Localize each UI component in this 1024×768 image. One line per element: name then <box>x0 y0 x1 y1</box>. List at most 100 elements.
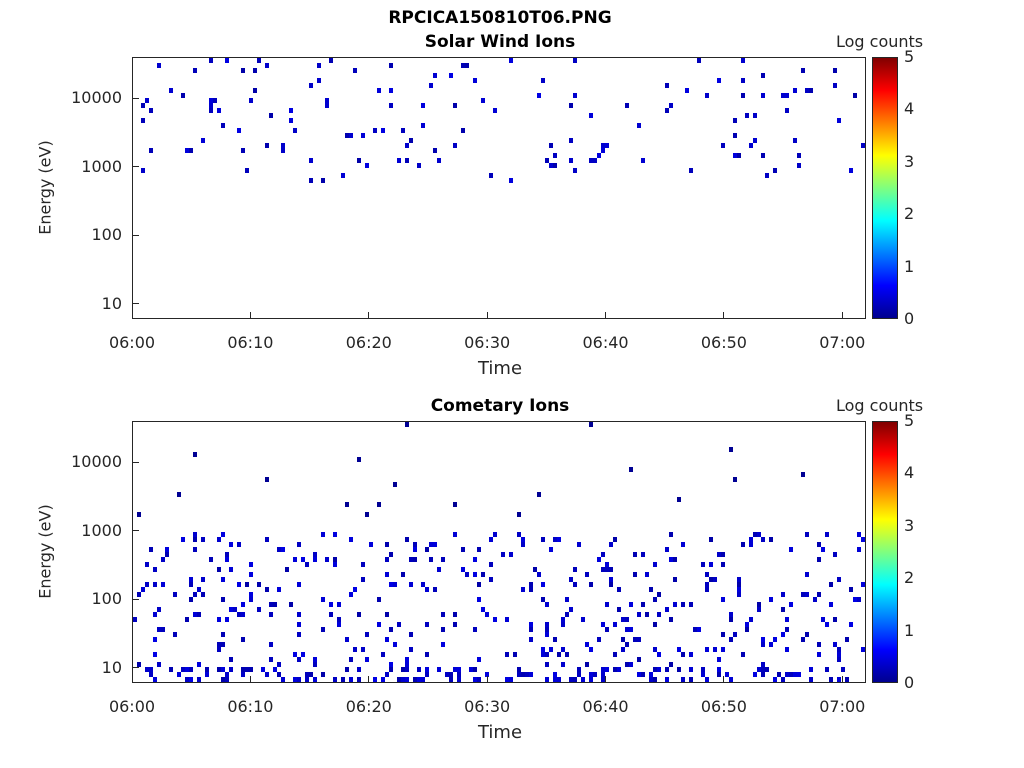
heatmap-cell <box>401 667 405 672</box>
heatmap-cell <box>745 627 749 632</box>
heatmap-cell <box>321 532 325 537</box>
heatmap-cell <box>397 622 401 627</box>
colorbar-tick-label: 3 <box>904 151 915 171</box>
heatmap-cell <box>777 672 781 677</box>
x-tick-label: 06:20 <box>345 333 392 352</box>
heatmap-cell <box>409 557 413 562</box>
x-tick-label: 06:40 <box>582 333 629 352</box>
heatmap-cell <box>669 662 673 667</box>
heatmap-cell <box>409 582 413 587</box>
heatmap-cell <box>445 672 449 677</box>
heatmap-cell <box>225 552 229 557</box>
heatmap-cell <box>557 537 561 542</box>
heatmap-cell <box>429 542 433 547</box>
heatmap-cell <box>553 637 557 642</box>
heatmap-cell <box>285 567 289 572</box>
heatmap-cell <box>173 592 177 597</box>
heatmap-cell <box>845 637 849 642</box>
heatmap-cell <box>601 148 605 153</box>
heatmap-cell <box>329 602 333 607</box>
heatmap-cell <box>441 642 445 647</box>
heatmap-cell <box>733 118 737 123</box>
heatmap-cell <box>545 627 549 632</box>
heatmap-cell <box>417 163 421 168</box>
heatmap-cell <box>361 647 365 652</box>
panel-2-ylabel: Energy (eV) <box>35 504 55 599</box>
heatmap-cell <box>225 617 229 622</box>
heatmap-cell <box>461 547 465 552</box>
heatmap-cell <box>789 602 793 607</box>
heatmap-cell <box>481 572 485 577</box>
heatmap-cell <box>589 672 593 677</box>
heatmap-cell <box>569 103 573 108</box>
colorbar-tick-label: 0 <box>904 673 915 692</box>
heatmap-cell <box>405 158 409 163</box>
heatmap-cell <box>477 547 481 552</box>
heatmap-cell <box>573 567 577 572</box>
colorbar-tick-label: 2 <box>904 568 915 588</box>
heatmap-cell <box>273 667 277 672</box>
heatmap-cell <box>261 667 265 672</box>
heatmap-cell <box>217 567 221 572</box>
heatmap-cell <box>829 582 833 587</box>
heatmap-cell <box>429 83 433 88</box>
heatmap-cell <box>441 557 445 562</box>
heatmap-cell <box>369 542 373 547</box>
heatmap-cell <box>513 652 517 657</box>
heatmap-cell <box>389 63 393 68</box>
heatmap-cell <box>393 582 397 587</box>
heatmap-cell <box>817 642 821 647</box>
heatmap-cell <box>537 93 541 98</box>
heatmap-cell <box>373 128 377 133</box>
heatmap-cell <box>837 118 841 123</box>
colorbar-tick-label: 2 <box>904 204 915 224</box>
heatmap-cell <box>585 572 589 577</box>
heatmap-cell <box>561 617 565 622</box>
heatmap-cell <box>249 667 253 672</box>
heatmap-cell <box>225 557 229 562</box>
heatmap-cell <box>349 592 353 597</box>
y-tick-label: 10 <box>101 293 122 313</box>
heatmap-cell <box>665 667 669 672</box>
x-tick <box>368 312 370 319</box>
heatmap-cell <box>473 677 477 682</box>
heatmap-cell <box>249 562 253 567</box>
heatmap-cell <box>349 537 353 542</box>
x-tick-label: 07:00 <box>819 333 866 352</box>
heatmap-cell <box>221 632 225 637</box>
heatmap-cell <box>705 677 709 682</box>
heatmap-cell <box>133 617 137 622</box>
heatmap-cell <box>813 597 817 602</box>
heatmap-cell <box>345 637 349 642</box>
heatmap-cell <box>577 667 581 672</box>
heatmap-cell <box>509 677 513 682</box>
heatmap-cell <box>337 617 341 622</box>
heatmap-cell <box>225 672 229 677</box>
heatmap-cell <box>805 592 809 597</box>
heatmap-cell <box>313 552 317 557</box>
heatmap-cell <box>277 547 281 552</box>
heatmap-cell <box>629 467 633 472</box>
heatmap-cell <box>665 607 669 612</box>
heatmap-cell <box>765 667 769 672</box>
heatmap-cell <box>745 622 749 627</box>
heatmap-cell <box>613 667 617 672</box>
heatmap-cell <box>853 597 857 602</box>
heatmap-cell <box>297 632 301 637</box>
heatmap-cell <box>185 677 189 682</box>
heatmap-cell <box>729 617 733 622</box>
heatmap-cell <box>677 497 681 502</box>
heatmap-cell <box>677 667 681 672</box>
x-tick <box>249 676 251 683</box>
heatmap-cell <box>737 577 741 582</box>
heatmap-cell <box>781 677 785 682</box>
heatmap-cell <box>717 667 721 672</box>
heatmap-cell <box>137 512 141 517</box>
heatmap-cell <box>301 652 305 657</box>
heatmap-cell <box>365 657 369 662</box>
panel-2-colorbar-label: Log counts <box>836 396 924 415</box>
heatmap-cell <box>541 647 545 652</box>
heatmap-cell <box>649 677 653 682</box>
heatmap-cell <box>653 622 657 627</box>
x-tick <box>723 676 725 683</box>
